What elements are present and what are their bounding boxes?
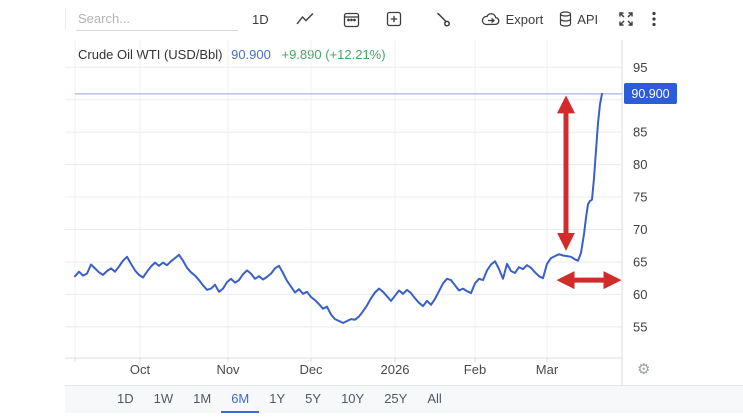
y-axis-label: 85 bbox=[633, 125, 647, 140]
interval-label: 1D bbox=[252, 11, 269, 27]
y-axis-label: 65 bbox=[633, 254, 647, 269]
x-axis-label: Feb bbox=[464, 362, 486, 377]
fullscreen-button[interactable] bbox=[618, 11, 634, 27]
add-panel-icon bbox=[386, 11, 402, 27]
fullscreen-icon bbox=[618, 11, 634, 27]
more-menu-button[interactable] bbox=[652, 11, 656, 27]
y-axis-label: 75 bbox=[633, 190, 647, 205]
export-cloud-icon bbox=[481, 12, 501, 27]
api-label: API bbox=[577, 11, 599, 27]
last-price-badge: 90.900 bbox=[624, 83, 677, 104]
search-input[interactable] bbox=[76, 7, 238, 31]
toolbar-separator bbox=[65, 8, 66, 30]
y-axis-label: 95 bbox=[633, 60, 647, 75]
y-axis-label: 80 bbox=[633, 157, 647, 172]
tools-button[interactable] bbox=[434, 11, 451, 28]
tools-icon bbox=[434, 11, 451, 28]
interval-select[interactable]: 1D bbox=[252, 12, 269, 27]
instrument-change: +9.890 (+12.21%) bbox=[281, 47, 386, 62]
range-button-1m[interactable]: 1M bbox=[193, 391, 212, 406]
export-button[interactable]: Export bbox=[481, 11, 544, 27]
calendar-button[interactable] bbox=[343, 11, 360, 28]
range-button-1d[interactable]: 1D bbox=[117, 391, 134, 406]
add-panel-button[interactable] bbox=[386, 11, 402, 27]
range-button-10y[interactable]: 10Y bbox=[341, 391, 365, 406]
range-button-1y[interactable]: 1Y bbox=[269, 391, 286, 406]
instrument-header: Crude Oil WTI (USD/Bbl) 90.900 +9.890 (+… bbox=[78, 47, 386, 62]
calendar-icon bbox=[343, 11, 360, 28]
api-button[interactable]: API bbox=[559, 11, 598, 27]
x-axis-label: Nov bbox=[216, 362, 240, 377]
chart-settings-icon[interactable]: ⚙ bbox=[637, 361, 651, 378]
api-database-icon bbox=[559, 11, 572, 27]
instrument-title: Crude Oil WTI (USD/Bbl) bbox=[78, 47, 223, 62]
y-axis-label: 70 bbox=[633, 222, 647, 237]
range-button-5y[interactable]: 5Y bbox=[305, 391, 322, 406]
trend-line-icon bbox=[295, 11, 315, 27]
x-axis-label: Oct bbox=[130, 362, 151, 377]
range-selector: 1D 1W 1M 6M 1Y 5Y 10Y 25Y All bbox=[65, 385, 743, 413]
x-axis-label: Mar bbox=[536, 362, 559, 377]
range-button-1w[interactable]: 1W bbox=[153, 391, 174, 406]
instrument-price: 90.900 bbox=[231, 47, 271, 62]
y-axis-label: 60 bbox=[633, 287, 647, 302]
chart-type-button[interactable] bbox=[295, 11, 315, 27]
range-button-25y[interactable]: 25Y bbox=[384, 391, 408, 406]
more-menu-icon bbox=[652, 11, 656, 27]
export-label: Export bbox=[505, 11, 544, 27]
y-axis-label: 55 bbox=[633, 319, 647, 334]
price-series-line bbox=[74, 92, 603, 324]
x-axis-label: 2026 bbox=[381, 362, 410, 377]
range-button-all[interactable]: All bbox=[427, 391, 442, 406]
range-button-6m[interactable]: 6M bbox=[221, 386, 260, 413]
toolbar: 1D bbox=[65, 0, 743, 38]
x-axis-label: Dec bbox=[299, 362, 323, 377]
